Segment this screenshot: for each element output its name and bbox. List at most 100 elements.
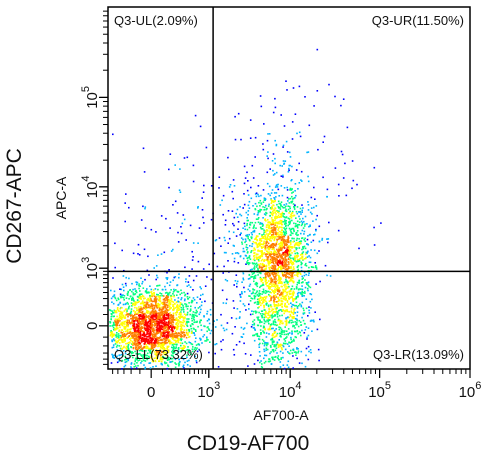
event-dot bbox=[298, 238, 300, 240]
event-dot bbox=[124, 327, 126, 329]
event-dot bbox=[265, 349, 267, 351]
event-dot bbox=[282, 356, 284, 359]
event-dot bbox=[164, 311, 166, 313]
event-dot bbox=[135, 318, 137, 320]
event-dot bbox=[299, 207, 302, 210]
event-dot bbox=[269, 207, 272, 209]
event-dot bbox=[134, 303, 136, 305]
event-dot bbox=[276, 311, 278, 313]
event-dot bbox=[138, 325, 141, 327]
event-dot bbox=[275, 196, 277, 198]
event-dot bbox=[157, 320, 160, 323]
event-dot bbox=[146, 354, 148, 357]
event-dot bbox=[271, 207, 273, 209]
event-dot bbox=[273, 292, 275, 295]
event-dot bbox=[260, 240, 263, 242]
event-dot bbox=[250, 250, 253, 252]
event-dot bbox=[182, 345, 185, 347]
event-dot bbox=[126, 301, 129, 304]
event-dot bbox=[130, 346, 133, 349]
event-dot bbox=[283, 223, 286, 225]
event-dot bbox=[277, 318, 280, 321]
event-dot bbox=[133, 334, 135, 336]
event-dot bbox=[292, 338, 295, 341]
event-dot bbox=[119, 354, 121, 356]
event-dot bbox=[262, 201, 265, 203]
event-dot bbox=[120, 339, 123, 342]
event-dot bbox=[161, 308, 164, 311]
event-dot bbox=[283, 298, 285, 300]
event-dot bbox=[145, 303, 148, 306]
event-dot bbox=[277, 279, 279, 282]
event-dot bbox=[163, 313, 166, 316]
event-dot bbox=[273, 204, 275, 207]
event-dot bbox=[263, 326, 265, 328]
event-dot bbox=[123, 317, 126, 319]
event-dot bbox=[134, 360, 136, 363]
event-dot bbox=[265, 208, 267, 211]
event-dot bbox=[163, 323, 165, 325]
event-dot bbox=[289, 315, 292, 317]
event-dot bbox=[303, 290, 306, 293]
event-dot bbox=[128, 335, 130, 337]
event-dot bbox=[264, 273, 266, 275]
event-dot bbox=[289, 249, 292, 252]
event-dot bbox=[259, 208, 262, 211]
event-dot bbox=[165, 329, 168, 332]
event-dot bbox=[134, 329, 136, 331]
event-dot bbox=[183, 336, 185, 338]
event-dot bbox=[274, 324, 276, 326]
event-dot bbox=[164, 323, 166, 326]
event-dot bbox=[259, 242, 261, 244]
event-dot bbox=[274, 281, 276, 283]
event-dot bbox=[267, 261, 269, 263]
event-dot bbox=[134, 288, 136, 290]
event-dot bbox=[299, 242, 302, 244]
event-dot bbox=[224, 239, 226, 242]
event-dot bbox=[135, 281, 137, 283]
event-dot bbox=[291, 296, 293, 299]
event-dot bbox=[274, 284, 276, 286]
event-dot bbox=[273, 344, 276, 346]
event-dot bbox=[248, 207, 251, 209]
event-dot bbox=[267, 221, 270, 223]
event-dot bbox=[258, 343, 260, 346]
event-dot bbox=[283, 264, 286, 266]
event-dot bbox=[242, 257, 245, 260]
event-dot bbox=[288, 202, 291, 204]
event-dot bbox=[139, 314, 142, 317]
event-dot bbox=[151, 307, 154, 309]
event-dot bbox=[277, 272, 279, 274]
event-dot bbox=[229, 184, 232, 186]
event-dot bbox=[142, 147, 145, 150]
event-dot bbox=[280, 220, 282, 222]
event-dot bbox=[270, 240, 272, 242]
event-dot bbox=[141, 349, 143, 352]
event-dot bbox=[172, 352, 175, 355]
event-dot bbox=[293, 308, 296, 310]
event-dot bbox=[242, 227, 244, 229]
event-dot bbox=[196, 350, 199, 353]
event-dot bbox=[168, 300, 170, 302]
event-dot bbox=[176, 343, 178, 346]
event-dot bbox=[269, 319, 271, 321]
event-dot bbox=[176, 327, 179, 330]
event-dot bbox=[285, 342, 287, 345]
event-dot bbox=[143, 337, 146, 340]
event-dot bbox=[296, 256, 298, 259]
event-dot bbox=[289, 261, 291, 264]
event-dot bbox=[264, 327, 266, 330]
event-dot bbox=[120, 317, 123, 320]
event-dot bbox=[256, 243, 259, 246]
event-dot bbox=[303, 225, 306, 227]
event-dot bbox=[256, 246, 259, 249]
event-dot bbox=[148, 347, 150, 350]
event-dot bbox=[286, 301, 289, 304]
event-dot bbox=[167, 334, 170, 337]
event-dot bbox=[150, 345, 153, 348]
event-dot bbox=[290, 240, 292, 242]
event-dot bbox=[137, 338, 140, 340]
event-dot bbox=[261, 235, 263, 238]
event-dot bbox=[226, 280, 229, 282]
